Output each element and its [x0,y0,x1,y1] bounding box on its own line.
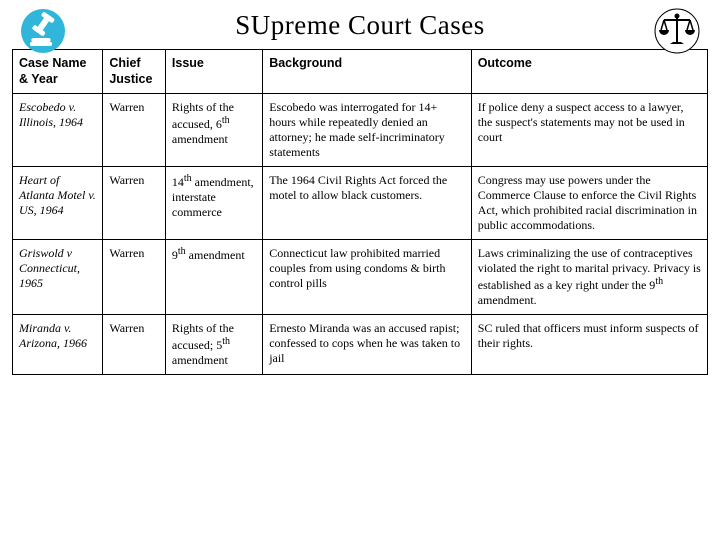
page-title: SUpreme Court Cases [235,10,484,41]
cell-issue: Rights of the accused; 5th amendment [165,315,262,375]
cell-background: The 1964 Civil Rights Act forced the mot… [263,167,472,240]
cell-outcome: SC ruled that officers must inform suspe… [471,315,707,375]
table-row: Miranda v. Arizona, 1966 Warren Rights o… [13,315,708,375]
cell-outcome: If police deny a suspect access to a law… [471,94,707,167]
col-header-background: Background [263,50,472,94]
cell-issue: 14th amendment, interstate commerce [165,167,262,240]
cell-case: Heart of Atlanta Motel v. US, 1964 [13,167,103,240]
cell-justice: Warren [103,315,166,375]
cases-table-container: Case Name & Year Chief Justice Issue Bac… [0,49,720,375]
table-row: Griswold v Connecticut, 1965 Warren 9th … [13,240,708,315]
col-header-justice: Chief Justice [103,50,166,94]
cell-outcome: Congress may use powers under the Commer… [471,167,707,240]
cell-background: Connecticut law prohibited married coupl… [263,240,472,315]
cell-issue: 9th amendment [165,240,262,315]
cell-case: Miranda v. Arizona, 1966 [13,315,103,375]
cell-justice: Warren [103,240,166,315]
page-header: SUpreme Court Cases [0,0,720,49]
table-header-row: Case Name & Year Chief Justice Issue Bac… [13,50,708,94]
col-header-issue: Issue [165,50,262,94]
cases-table: Case Name & Year Chief Justice Issue Bac… [12,49,708,375]
table-row: Heart of Atlanta Motel v. US, 1964 Warre… [13,167,708,240]
cell-background: Escobedo was interrogated for 14+ hours … [263,94,472,167]
cell-outcome: Laws criminalizing the use of contracept… [471,240,707,315]
cell-case: Escobedo v. Illinois, 1964 [13,94,103,167]
cell-justice: Warren [103,94,166,167]
scales-icon [654,8,700,59]
cell-background: Ernesto Miranda was an accused rapist; c… [263,315,472,375]
cell-justice: Warren [103,167,166,240]
cell-case: Griswold v Connecticut, 1965 [13,240,103,315]
cell-issue: Rights of the accused, 6th amendment [165,94,262,167]
table-row: Escobedo v. Illinois, 1964 Warren Rights… [13,94,708,167]
table-body: Escobedo v. Illinois, 1964 Warren Rights… [13,94,708,375]
gavel-icon [20,8,66,59]
